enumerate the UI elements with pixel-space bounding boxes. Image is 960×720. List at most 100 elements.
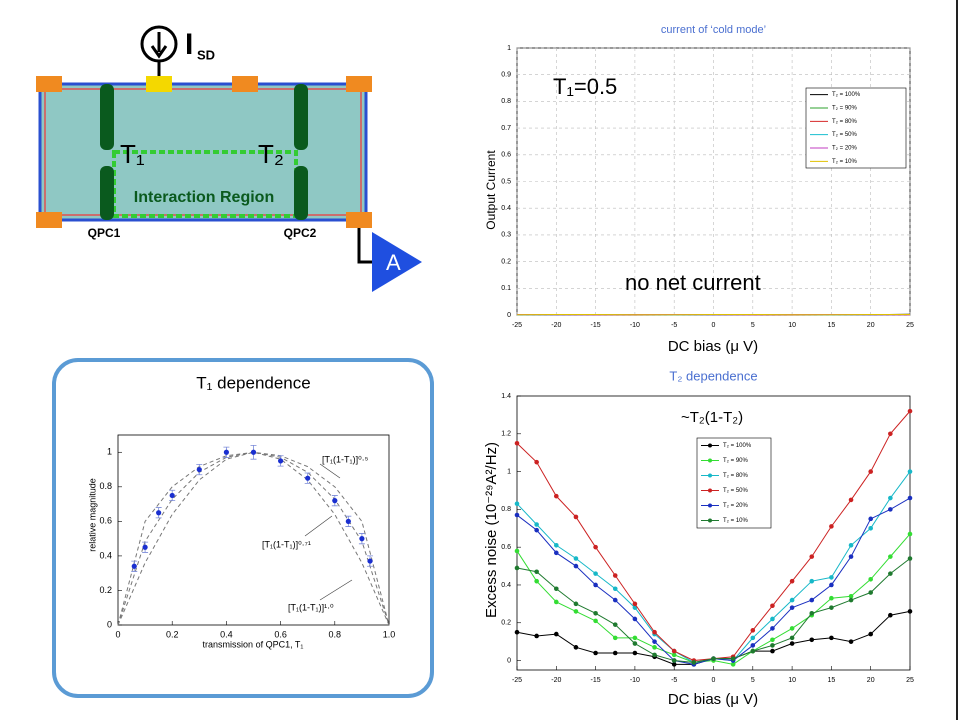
y-tick-label: 0.3	[501, 232, 511, 239]
marker	[632, 601, 638, 607]
x-tick-label: -15	[591, 677, 601, 684]
marker	[907, 531, 913, 537]
data-point	[142, 544, 148, 550]
marker	[573, 563, 579, 569]
marker	[671, 652, 677, 658]
marker	[868, 631, 873, 637]
marker	[848, 554, 854, 559]
annotation: [T₁(1-T₁)]¹·⁰	[288, 602, 334, 612]
pointer	[319, 463, 341, 479]
x-tick-label: 0	[712, 677, 716, 684]
wire	[357, 228, 372, 264]
chart-title: current of ‘cold mode’	[661, 24, 766, 36]
y-tick-label: 0.4	[99, 550, 112, 560]
data-point	[250, 449, 257, 455]
marker	[612, 586, 618, 592]
y-tick-label: 0.2	[501, 258, 511, 265]
x-tick-label: 0.2	[166, 629, 179, 639]
x-axis-label: transmission of QPC1, T₁	[203, 639, 304, 649]
marker	[789, 641, 795, 646]
marker	[770, 637, 775, 643]
marker	[534, 527, 539, 533]
data-point	[367, 558, 373, 564]
plot-area	[516, 395, 911, 671]
marker	[809, 637, 815, 643]
x-tick-label: -20	[551, 677, 561, 684]
region-label: Interaction Region	[134, 189, 274, 206]
marker	[888, 612, 893, 618]
marker	[671, 662, 677, 667]
marker	[612, 573, 618, 578]
marker	[868, 516, 873, 522]
y-tick-label: 1	[107, 447, 112, 457]
x-tick-label: 5	[751, 322, 755, 329]
y-tick-label: 0	[507, 312, 511, 319]
marker	[514, 440, 520, 446]
legend-marker	[708, 488, 712, 493]
contact	[346, 76, 372, 92]
y-tick-label: 0.4	[501, 582, 511, 589]
data-point	[223, 449, 229, 455]
marker	[789, 605, 795, 610]
source-label: I	[185, 28, 193, 61]
x-tick-label: 0	[712, 322, 716, 329]
marker	[789, 578, 795, 584]
marker	[888, 431, 893, 437]
device-diagram: I SD T₁ T₂ Interaction Region QPC1 QPC2 …	[36, 25, 422, 292]
legend-label: T₂ = 50%	[832, 132, 858, 138]
marker	[888, 554, 893, 559]
legend-label: T₂ = 50%	[723, 488, 749, 494]
marker	[829, 635, 834, 641]
marker	[829, 524, 834, 529]
marker	[829, 582, 834, 588]
marker	[750, 635, 756, 641]
y-tick-label: 0.8	[99, 481, 112, 491]
y-tick-label: 0.7	[501, 125, 511, 132]
marker	[593, 582, 598, 588]
legend-marker	[708, 443, 712, 448]
qpc-label: T₂	[258, 139, 284, 169]
legend-marker	[708, 458, 712, 463]
y-axis-label: Output Current	[484, 150, 498, 230]
marker	[750, 628, 756, 633]
marker	[829, 575, 834, 580]
y-tick-label: 0.6	[501, 152, 511, 159]
marker	[907, 495, 913, 501]
marker	[789, 626, 795, 631]
marker	[730, 662, 736, 667]
marker	[514, 512, 520, 518]
marker	[573, 514, 579, 520]
marker	[554, 599, 559, 605]
annotation: T₁=0.5	[553, 74, 617, 99]
marker	[593, 618, 598, 624]
legend-label: T₂ = 20%	[832, 146, 858, 152]
marker	[770, 626, 775, 631]
legend-label: T₂ = 90%	[832, 106, 858, 112]
marker	[848, 594, 854, 599]
marker	[514, 629, 520, 635]
marker	[770, 648, 775, 654]
model-curve	[117, 451, 390, 626]
marker	[593, 611, 598, 616]
legend-label: T₂ = 80%	[832, 119, 858, 125]
annotation: no net current	[625, 270, 761, 295]
marker	[534, 633, 539, 639]
gate	[294, 84, 308, 150]
x-tick-label: -10	[630, 677, 640, 684]
marker	[652, 639, 657, 644]
x-tick-label: 0	[115, 629, 120, 639]
marker	[711, 656, 716, 661]
legend-marker	[708, 473, 712, 478]
annotation: [T₁(1-T₁)]⁰·⁷¹	[262, 539, 311, 549]
marker	[573, 645, 579, 650]
x-tick-label: 5	[751, 677, 755, 684]
marker	[750, 643, 756, 648]
marker	[514, 565, 520, 571]
arrow	[150, 32, 168, 59]
y-tick-label: 0	[107, 619, 112, 629]
x-tick-label: -15	[591, 322, 601, 329]
marker	[534, 459, 539, 465]
marker	[534, 569, 539, 575]
x-tick-label: 0.6	[274, 629, 287, 639]
